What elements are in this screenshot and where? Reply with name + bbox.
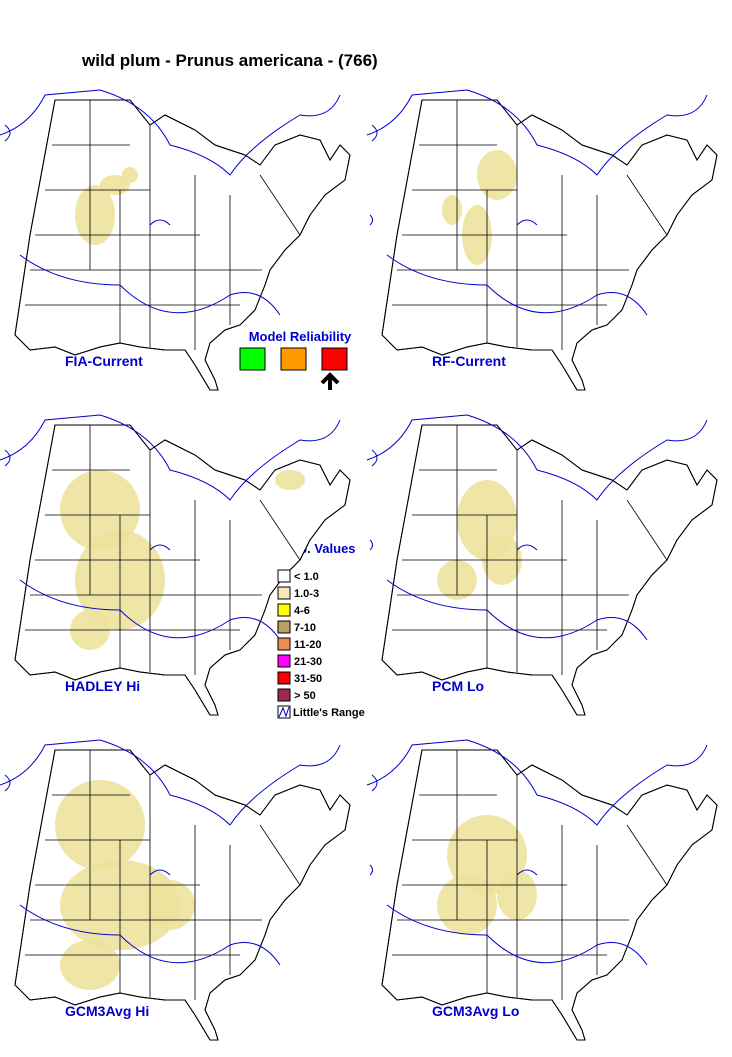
legend-swatch (277, 688, 291, 702)
map-outline (14, 424, 351, 716)
legend-label: < 1.0 (294, 571, 319, 583)
panel-label: GCM3Avg Hi (65, 1003, 149, 1019)
map-border (14, 749, 351, 1041)
state-lines (392, 425, 668, 675)
panel-label: PCM Lo (432, 678, 484, 694)
habitat-area (437, 875, 497, 935)
map-outline (14, 99, 351, 391)
panel-label: GCM3Avg Lo (432, 1003, 519, 1019)
map-border (14, 424, 351, 716)
map-border (14, 99, 351, 391)
legend-swatch (277, 620, 291, 634)
arrow (320, 372, 340, 390)
range-line (366, 739, 708, 966)
reliability-title: Model Reliability (249, 329, 352, 344)
reliability-box (239, 347, 266, 371)
map-panel: HADLEY Hi (0, 414, 373, 716)
map-border (381, 749, 718, 1041)
map-panel: RF-Current (366, 89, 718, 391)
habitat-area (75, 185, 115, 245)
map-panel: GCM3Avg Hi (0, 739, 373, 1041)
habitat-area (60, 940, 120, 990)
state-lines (25, 425, 301, 675)
map-outline (381, 749, 718, 1041)
legend-swatch (277, 671, 291, 685)
legend-label: 4-6 (294, 605, 310, 617)
habitat-area (442, 195, 462, 225)
panel-label: RF-Current (432, 353, 506, 369)
range-line (0, 89, 373, 316)
habitat-area (477, 150, 517, 200)
habitat-area (122, 167, 138, 183)
panel-label: HADLEY Hi (65, 678, 140, 694)
map-border (381, 99, 718, 391)
map-border (381, 424, 718, 716)
state-lines (392, 750, 668, 1000)
range-line (366, 414, 708, 641)
reliability-box (280, 347, 307, 371)
range-line (366, 89, 708, 316)
legend-label: 7-10 (294, 622, 316, 634)
range-icon (278, 706, 290, 718)
state-lines (25, 750, 301, 1000)
reliability-box (321, 347, 348, 371)
state-lines (392, 100, 668, 350)
map-panel: FIA-Current (0, 89, 373, 391)
map-panel: GCM3Avg Lo (366, 739, 718, 1041)
map-panel: PCM Lo (366, 414, 718, 716)
legend-swatch (277, 586, 291, 600)
title: wild plum - Prunus americana - (766) (81, 51, 378, 70)
legend-swatch (277, 569, 291, 583)
legend-swatch (277, 654, 291, 668)
legend-swatch (277, 637, 291, 651)
map-outline (381, 99, 718, 391)
state-lines (25, 100, 301, 350)
habitat-area (145, 880, 195, 930)
map-outline (381, 424, 718, 716)
legend-label: 21-30 (294, 656, 322, 668)
habitat-area (55, 780, 145, 870)
legend-label: 11-20 (294, 639, 322, 651)
panel-label: FIA-Current (65, 353, 143, 369)
habitat-area (275, 470, 305, 490)
legend-label: 1.0-3 (294, 588, 319, 600)
legend-label: > 50 (294, 690, 316, 702)
legend-swatch (277, 603, 291, 617)
range-line (0, 414, 373, 641)
range-label: Little's Range (293, 707, 365, 719)
range-line (0, 739, 373, 966)
legend-label: 31-50 (294, 673, 322, 685)
